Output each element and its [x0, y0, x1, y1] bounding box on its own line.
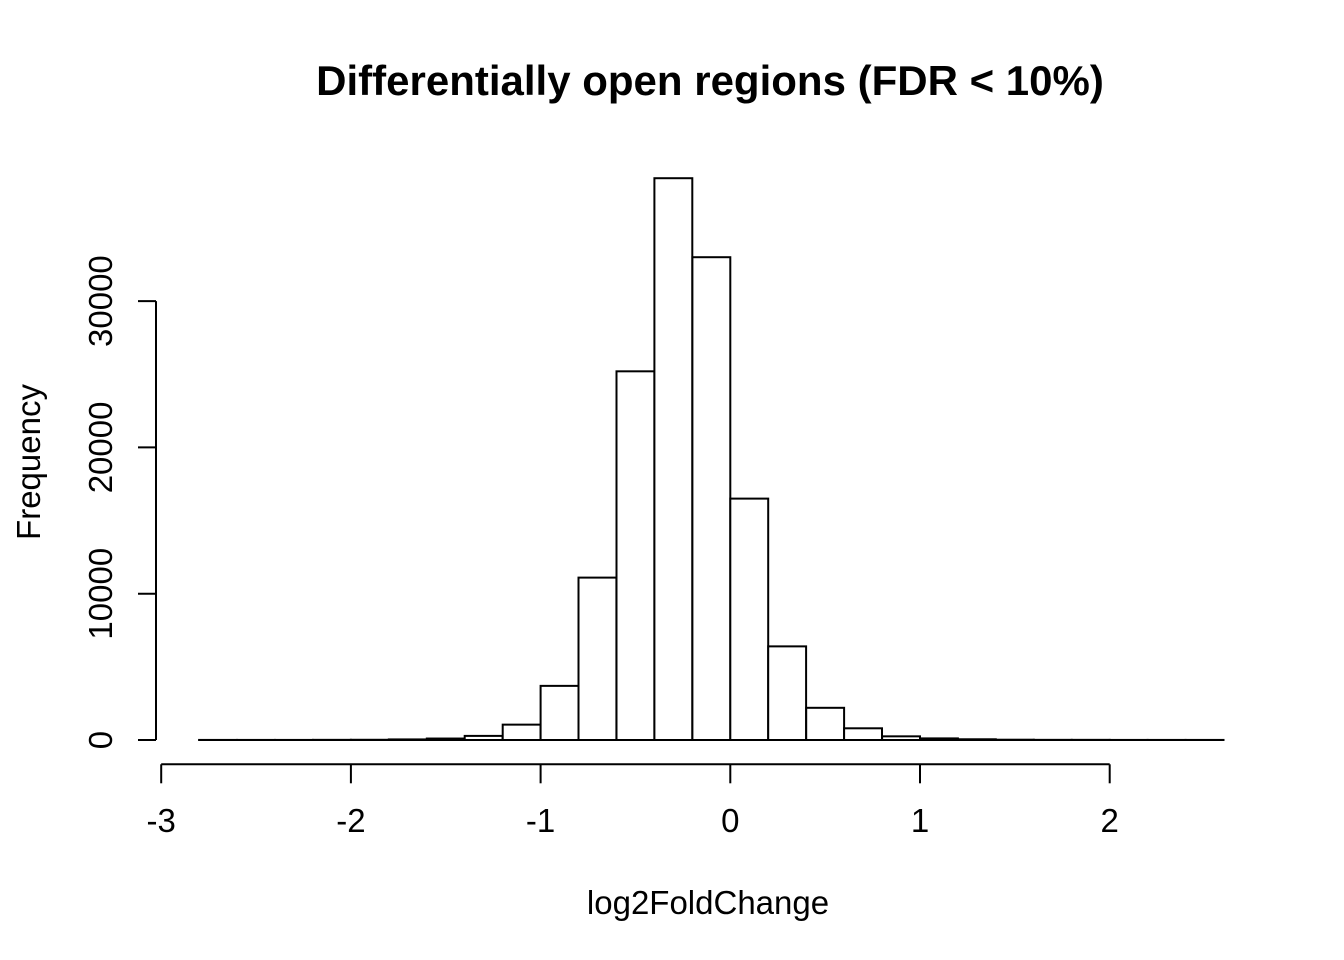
histogram-bar [843, 727, 883, 741]
histogram-bar [653, 177, 694, 741]
histogram-bar [919, 737, 959, 742]
axes-group: -3 -2 -1 0 1 2 0 10000 20000 30000 [82, 255, 1119, 839]
bars-group [198, 177, 1225, 742]
histogram-bar [881, 735, 921, 742]
histogram-bar [539, 684, 580, 741]
y-tick-label: 10000 [82, 548, 119, 640]
histogram-bar [577, 576, 618, 741]
histogram-bar [956, 738, 997, 742]
y-tick-label: 30000 [82, 255, 119, 347]
histogram-bar [501, 723, 542, 742]
x-axis-label: log2FoldChange [587, 884, 829, 921]
histogram-bar [767, 645, 808, 741]
x-tick-label: 2 [1101, 802, 1119, 839]
chart-title: Differentially open regions (FDR < 10%) [316, 57, 1104, 104]
x-tick-label: -3 [147, 802, 176, 839]
histogram-bar [425, 737, 466, 741]
histogram-bar [615, 370, 656, 741]
x-tick-label: 0 [721, 802, 739, 839]
x-tick-label: -1 [526, 802, 555, 839]
histogram-bar [729, 497, 770, 741]
y-axis-label: Frequency [10, 384, 47, 540]
histogram-bar [691, 256, 732, 741]
y-tick-label: 0 [82, 731, 119, 749]
y-tick-label: 20000 [82, 402, 119, 494]
histogram-bar [805, 706, 846, 741]
x-tick-label: 1 [911, 802, 929, 839]
histogram-bar [387, 738, 428, 741]
histogram-bar [463, 734, 504, 742]
x-tick-label: -2 [336, 802, 365, 839]
